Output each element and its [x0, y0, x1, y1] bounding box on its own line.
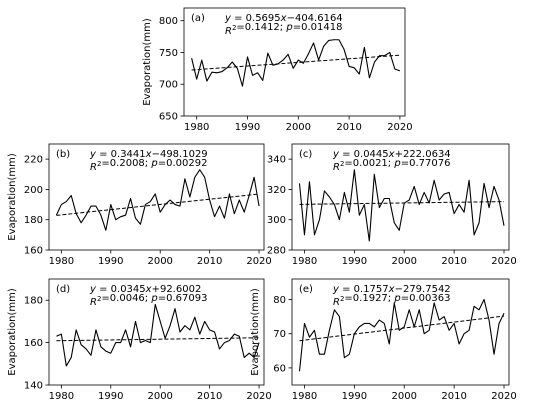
x-tick-label: 1980 — [292, 391, 317, 402]
x-tick-label: 1980 — [184, 122, 209, 133]
y-tick-label: 340 — [267, 155, 286, 166]
x-tick-label: 2020 — [491, 256, 516, 267]
regression-equation: y = 0.1757x−279.7542 — [332, 284, 451, 295]
axes-frame — [183, 7, 406, 117]
evaporation-series-line — [298, 169, 505, 242]
evaporation-series-line — [298, 298, 505, 372]
panel-c: 1980 1990 2000 2010 2020 280 300 320 340 (c) y = 0… — [267, 143, 517, 267]
y-tick-label: 160 — [24, 338, 43, 349]
y-axis-label: Evaporation(mm) — [7, 153, 18, 241]
y-tick-label: 650 — [159, 112, 178, 123]
panel-a: 1980 1990 2000 2010 2020 650 700 750 800 Evaporat… — [142, 7, 413, 133]
x-tick-label: 1990 — [98, 391, 123, 402]
x-tick-label: 1990 — [342, 391, 367, 402]
x-tick-label: 2000 — [147, 256, 172, 267]
axes-frame — [48, 278, 265, 386]
x-tick-label: 2010 — [197, 391, 222, 402]
x-tick-label: 2020 — [491, 391, 516, 402]
regression-equation: y = 0.0445x+222.0634 — [332, 149, 451, 160]
y-tick-label: 700 — [159, 80, 178, 91]
regression-equation: y = 0.3441x−498.1029 — [89, 149, 208, 160]
x-tick-label: 1990 — [235, 122, 260, 133]
y-tick-label: 280 — [267, 246, 286, 257]
y-axis-label: Evaporation(mm) — [142, 18, 153, 106]
panel-label: (b) — [56, 149, 70, 160]
y-tick-label: 140 — [24, 381, 43, 392]
y-tick-label: 300 — [267, 215, 286, 226]
x-tick-label: 1990 — [342, 256, 367, 267]
x-tick-label: 2020 — [387, 122, 412, 133]
x-tick-label: 2010 — [441, 256, 466, 267]
axes-frame — [291, 143, 510, 251]
y-axis-label: Evaporation(mm) — [250, 288, 261, 376]
panel-d: 1980 1990 2000 2010 2020 140 160 180 Evaporation… — [7, 278, 272, 402]
y-tick-label: 180 — [24, 296, 43, 307]
y-tick-label: 80 — [273, 295, 286, 306]
evaporation-series-line — [55, 169, 260, 231]
trend-line — [191, 54, 400, 71]
x-tick-label: 2010 — [197, 256, 222, 267]
trend-line — [56, 193, 260, 216]
y-tick-label: 220 — [24, 155, 43, 166]
regression-stats: R2=0.2008; p=0.00292 — [90, 158, 207, 173]
y-tick-label: 320 — [267, 185, 286, 196]
x-tick-label: 2020 — [246, 391, 271, 402]
y-tick-label: 70 — [273, 329, 286, 340]
panel-b: 1980 1990 2000 2010 2020 160 180 200 220 Evaporat… — [7, 143, 272, 267]
y-tick-label: 60 — [273, 363, 286, 374]
regression-equation: y = 0.0345x+92.6002 — [89, 284, 201, 295]
axes-frame — [291, 278, 510, 386]
x-tick-label: 2000 — [286, 122, 311, 133]
y-tick-label: 200 — [24, 185, 43, 196]
trend-line — [299, 201, 505, 205]
regression-equation: y = 0.5695x−404.6164 — [224, 13, 343, 24]
panel-label: (c) — [299, 149, 312, 160]
axes-frame — [48, 143, 265, 251]
y-tick-label: 800 — [159, 16, 178, 27]
x-tick-label: 1980 — [292, 256, 317, 267]
regression-stats: R2=0.1412; p=0.01418 — [225, 22, 342, 37]
x-tick-label: 2010 — [441, 391, 466, 402]
y-tick-label: 750 — [159, 48, 178, 59]
panel-label: (d) — [56, 284, 70, 295]
panel-label: (a) — [191, 13, 205, 24]
regression-stats: R2=0.1927; p=0.00363 — [333, 293, 450, 308]
x-tick-label: 2000 — [147, 391, 172, 402]
x-tick-label: 2000 — [392, 391, 417, 402]
panel-e: 1980 1990 2000 2010 2020 60 70 80 Evaporation(mm… — [250, 278, 517, 402]
evaporation-series-line — [56, 303, 260, 367]
x-tick-label: 2000 — [392, 256, 417, 267]
regression-stats: R2=0.0046; p=0.67093 — [90, 293, 207, 308]
trend-line — [56, 337, 260, 342]
x-tick-label: 2020 — [246, 256, 271, 267]
x-tick-label: 2010 — [336, 122, 361, 133]
y-axis-label: Evaporation(mm) — [7, 288, 18, 376]
regression-stats: R2=0.0021; p=0.77076 — [333, 158, 450, 173]
evaporation-series-line — [191, 39, 401, 87]
panel-label: (e) — [299, 284, 313, 295]
y-tick-label: 180 — [24, 215, 43, 226]
y-tick-label: 160 — [24, 246, 43, 257]
x-tick-label: 1980 — [49, 391, 74, 402]
x-tick-label: 1990 — [98, 256, 123, 267]
x-tick-label: 1980 — [49, 256, 74, 267]
